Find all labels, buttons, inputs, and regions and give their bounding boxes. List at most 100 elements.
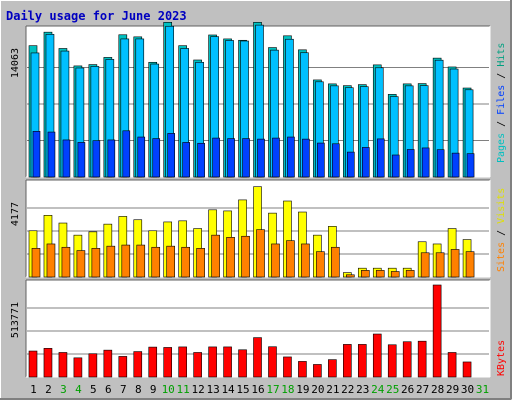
day-label-18: 18	[281, 383, 294, 396]
bar-sites-day-24	[375, 270, 385, 278]
legend-hits: Hits	[496, 43, 507, 67]
bar-sites-day-4	[76, 250, 86, 278]
bar-kbytes-day-18	[283, 356, 292, 378]
bar-kbytes-day-11	[178, 346, 187, 378]
bar-kbytes-day-28	[432, 284, 442, 378]
bar-sites-day-23	[360, 270, 370, 278]
bar-kbytes-day-3	[58, 352, 68, 378]
bar-pages-day-22	[347, 151, 355, 178]
day-label-31: 31	[476, 383, 489, 396]
day-label-7: 7	[120, 383, 127, 396]
bar-kbytes-day-26	[402, 341, 412, 378]
bar-pages-day-10	[167, 133, 176, 178]
legend-separator: /	[496, 224, 507, 242]
bar-sites-day-22	[346, 274, 355, 278]
bar-sites-day-1	[31, 248, 41, 278]
day-label-22: 22	[341, 383, 354, 396]
bar-pages-day-29	[451, 152, 460, 178]
bar-sites-day-3	[61, 246, 71, 278]
bar-kbytes-day-14	[223, 346, 232, 378]
panel-visits_sites-ymax-label: 4177	[10, 202, 21, 226]
bar-pages-day-5	[92, 140, 101, 178]
bar-pages-day-6	[107, 139, 116, 178]
bar-sites-day-17	[271, 243, 280, 278]
bar-sites-day-26	[405, 270, 415, 278]
bar-kbytes-day-22	[343, 344, 352, 378]
bar-kbytes-day-17	[268, 346, 277, 378]
bar-sites-day-10	[166, 245, 176, 278]
day-label-3: 3	[60, 383, 67, 396]
day-label-9: 9	[150, 383, 157, 396]
bar-kbytes-day-29	[447, 352, 457, 378]
bar-sites-day-6	[106, 245, 116, 278]
bar-pages-day-7	[122, 130, 131, 178]
bar-sites-day-27	[420, 252, 430, 278]
bar-pages-day-12	[197, 142, 205, 178]
bar-kbytes-day-12	[193, 352, 202, 378]
bar-pages-day-28	[436, 149, 445, 178]
day-label-28: 28	[431, 383, 444, 396]
bar-pages-day-26	[406, 149, 415, 178]
day-label-26: 26	[401, 383, 414, 396]
day-label-23: 23	[356, 383, 369, 396]
bar-pages-day-27	[421, 147, 430, 178]
bar-pages-day-4	[77, 142, 86, 178]
bar-pages-day-21	[332, 143, 340, 178]
day-label-20: 20	[311, 383, 324, 396]
bar-pages-day-18	[287, 136, 295, 178]
bar-sites-day-12	[196, 248, 205, 278]
bar-sites-day-19	[301, 243, 310, 278]
bar-pages-day-23	[361, 147, 370, 178]
bar-pages-day-20	[317, 142, 325, 178]
day-label-15: 15	[236, 383, 249, 396]
bar-kbytes-day-1	[28, 350, 38, 378]
day-label-29: 29	[446, 383, 459, 396]
day-label-12: 12	[192, 383, 205, 396]
bar-sites-day-9	[151, 246, 161, 278]
bar-pages-day-19	[302, 138, 310, 178]
bar-kbytes-day-23	[357, 344, 367, 378]
bar-kbytes-day-21	[328, 359, 337, 378]
bar-pages-day-2	[47, 131, 56, 178]
bar-kbytes-day-10	[163, 347, 173, 378]
day-label-30: 30	[461, 383, 474, 396]
day-label-19: 19	[296, 383, 309, 396]
legend-sites: Sites	[496, 242, 507, 272]
bar-pages-day-8	[137, 136, 146, 178]
day-label-21: 21	[326, 383, 339, 396]
day-label-24: 24	[371, 383, 385, 396]
bar-kbytes-day-8	[133, 351, 143, 378]
panel-hits_files_pages-ymax-label: 14063	[10, 48, 21, 78]
bar-sites-day-29	[450, 249, 460, 278]
bar-sites-day-2	[46, 243, 56, 278]
legend-panel-hits: Pages / Files / Hits	[496, 43, 507, 163]
bar-sites-day-15	[241, 235, 250, 278]
bar-pages-day-16	[257, 138, 265, 178]
bar-kbytes-day-25	[387, 344, 397, 378]
legend-separator: /	[496, 115, 507, 133]
legend-kbytes: KBytes	[496, 340, 507, 376]
day-label-1: 1	[30, 383, 37, 396]
bar-kbytes-day-27	[417, 340, 427, 378]
bar-pages-day-17	[272, 137, 280, 178]
day-label-13: 13	[206, 383, 219, 396]
bar-kbytes-day-30	[462, 361, 472, 378]
bar-pages-day-25	[391, 154, 400, 178]
bar-sites-day-20	[316, 251, 325, 278]
bar-pages-day-11	[182, 142, 190, 178]
bar-kbytes-day-13	[208, 346, 217, 378]
bar-kbytes-day-16	[253, 337, 262, 378]
legend-separator: /	[496, 67, 507, 85]
day-label-8: 8	[135, 383, 142, 396]
bar-sites-day-7	[121, 244, 131, 278]
bar-pages-day-30	[466, 153, 475, 178]
day-label-14: 14	[221, 383, 235, 396]
day-label-6: 6	[105, 383, 112, 396]
bar-kbytes-day-4	[73, 357, 83, 378]
bar-pages-day-14	[227, 138, 235, 178]
bar-sites-day-30	[465, 251, 475, 278]
legend-panel-kbytes: KBytes	[496, 340, 507, 376]
bar-sites-day-11	[181, 246, 190, 278]
